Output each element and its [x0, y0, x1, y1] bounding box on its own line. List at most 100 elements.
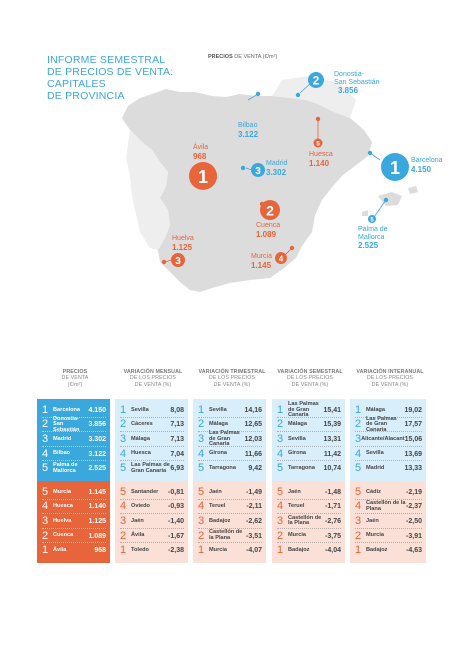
city-name: Madrid — [366, 464, 385, 471]
table-row: 2 Murcia -3,75 — [277, 529, 341, 544]
france-shape — [272, 76, 356, 118]
value: 13,69 — [404, 450, 422, 458]
row-divider — [42, 527, 106, 529]
rank-number: 2 — [120, 418, 127, 431]
city-name: Jaén — [209, 488, 222, 495]
value: 4.150 — [88, 406, 106, 414]
value: 14,16 — [244, 406, 262, 414]
row-divider — [42, 460, 106, 462]
rank-number: 4 — [120, 500, 127, 513]
rank-number: 5 — [198, 485, 205, 498]
map-label-huelva: Huelva 1.125 — [172, 235, 194, 252]
city-name: Sevilla — [288, 435, 306, 442]
value: 13,31 — [323, 435, 341, 443]
table_top-column: 1 Barcelona 4.150 2 Donostia-San Sebastián 3.… — [37, 399, 110, 481]
row-divider — [42, 416, 106, 418]
city-name: Ávila — [53, 546, 67, 553]
rank-number: 2 — [198, 418, 205, 431]
table_bottom-column: 5 Cádiz -2,19 4 Castellón de la Plana -2,37 3 J… — [350, 481, 426, 563]
table-row: 3 Madrid 3.302 — [42, 432, 106, 447]
table_bottom-column: 5 Jaén -1,49 4 Teruel -2,11 3 Badajoz -2,62 2 Cast… — [193, 481, 266, 563]
table_bottom-column: 5 Santander -0,81 4 Oviedo -0,93 3 Jaén -1,40 2 Áv… — [115, 481, 188, 563]
value: -2,19 — [406, 488, 422, 496]
value: -1,49 — [246, 488, 262, 496]
rank-number: 1 — [198, 403, 205, 416]
rank-badge — [189, 162, 217, 190]
city-name: Las Palmas de Gran Canaria — [366, 415, 397, 433]
table-row: 5 Tarragona 10,74 — [277, 461, 341, 476]
city-name: Teruel — [209, 503, 226, 510]
value: 1.145 — [88, 488, 106, 496]
value: 12,65 — [244, 421, 262, 429]
row-divider — [42, 445, 106, 447]
rank-number: 2 — [355, 418, 362, 431]
city-dot — [315, 116, 321, 122]
value: 3.856 — [88, 421, 106, 429]
table_bottom-column: 5 Jaén -1,48 4 Teruel -1,71 3 Castellón de la P… — [272, 481, 345, 563]
row-divider — [277, 498, 341, 500]
table-row: 3 Jaén -2,50 — [355, 514, 422, 529]
title-line: CAPITALES — [47, 78, 106, 90]
row-divider — [198, 542, 262, 544]
city-name: Madrid — [53, 435, 72, 442]
value: -1,48 — [325, 488, 341, 496]
city-name: Málaga — [131, 435, 150, 442]
city-name: Cuenca — [53, 532, 74, 539]
rank-number: 5 — [120, 485, 127, 498]
city-name: Badajoz — [366, 546, 388, 553]
map-legend: PRECIOS DE VENTA (€/m²) — [208, 54, 278, 60]
rank-number: 2 — [277, 418, 284, 431]
value: 7,04 — [170, 450, 184, 458]
value: 11,42 — [323, 450, 341, 458]
city-name: Huesca — [53, 503, 73, 510]
city-name: Huesca — [131, 450, 151, 457]
city-name: Ávila — [131, 532, 145, 539]
rank-number: 5 — [277, 485, 284, 498]
rank-badge — [171, 253, 185, 267]
city-name: Girona — [209, 450, 228, 457]
rank-badge — [275, 252, 287, 264]
value: 12,03 — [244, 435, 262, 443]
rank-number: 3 — [355, 432, 362, 445]
table-row: 2 Las Palmas de Gran Canaria 17,57 — [355, 415, 422, 433]
rank-number: 3 — [355, 514, 362, 527]
table-row: 3 Castellón de la Plana -2,76 — [277, 514, 341, 529]
row-divider — [42, 542, 106, 544]
table-row: 1 Murcia -4,07 — [198, 543, 262, 558]
table-row: 4 Castellón de la Plana -2,37 — [355, 500, 422, 515]
value: 6,93 — [170, 465, 184, 473]
row-divider — [355, 460, 422, 462]
title-line: DE PROVINCIA — [47, 90, 125, 102]
table-row: 2 Donostia-San Sebastián 3.856 — [42, 416, 106, 432]
svg-text:3: 3 — [255, 166, 261, 177]
city-dot — [367, 150, 373, 156]
rank-number: 2 — [355, 529, 362, 542]
city-name: Jaén — [288, 488, 301, 495]
portugal-shape — [126, 130, 170, 250]
rank-number: 1 — [42, 403, 49, 416]
row-divider — [198, 431, 262, 433]
rank-number: 5 — [42, 485, 49, 498]
row-divider — [42, 498, 106, 500]
value: -2,11 — [246, 503, 262, 511]
table_top-column: 1 Las Palmas de Gran Canaria 15,41 2 Málaga 1… — [272, 399, 345, 481]
title-line: INFORME SEMESTRAL — [47, 54, 166, 66]
value: 7,13 — [170, 421, 184, 429]
city-name: Toledo — [131, 546, 149, 553]
value: 10,74 — [323, 465, 341, 473]
row-divider — [120, 445, 184, 447]
city-name: Las Palmas de Gran Canaria — [288, 400, 319, 419]
spain-map: 2 3 1 5 1 5 2 3 4 — [122, 72, 418, 292]
city-name: Teruel — [288, 503, 305, 510]
city-dot — [161, 259, 167, 265]
rank-number: 3 — [120, 432, 127, 445]
row-divider — [277, 513, 341, 515]
rank-number: 3 — [42, 432, 49, 445]
rank-number: 3 — [120, 514, 127, 527]
svg-text:1: 1 — [390, 158, 400, 178]
svg-text:2: 2 — [266, 203, 274, 219]
rank-number: 4 — [42, 500, 49, 513]
value: -4,04 — [325, 547, 341, 555]
row-divider — [120, 416, 184, 418]
value: 17,57 — [404, 421, 422, 429]
